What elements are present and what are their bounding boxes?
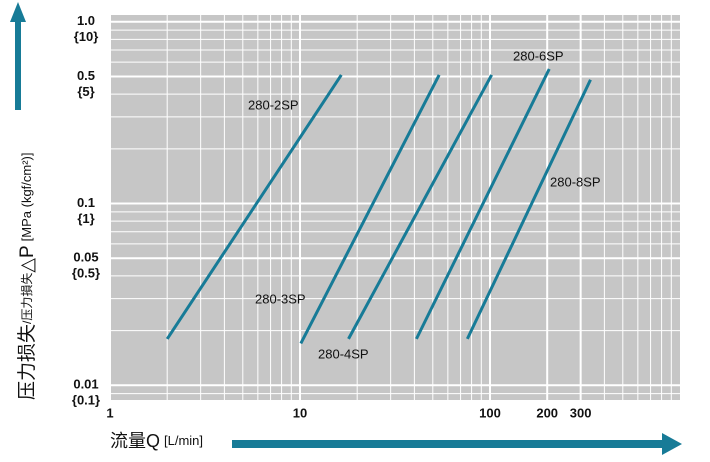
series-line — [415, 68, 551, 340]
y-tick-label-alt: {0.5} — [72, 266, 100, 281]
series-label: 280-6SP — [513, 48, 564, 63]
series-line — [299, 74, 441, 345]
x-label-unit: [L/min] — [164, 433, 203, 448]
series-label: 280-2SP — [248, 97, 299, 112]
y-label-small: /压力損失 — [19, 273, 34, 324]
y-tick-label-alt: {5} — [77, 84, 94, 99]
y-tick-label: 0.01 — [73, 377, 98, 392]
y-tick-label-alt: {1} — [77, 211, 94, 226]
x-tick-label: 1 — [106, 405, 113, 420]
y-tick-label: 0.1 — [77, 195, 95, 210]
y-label-main: 压力损失 — [16, 324, 38, 400]
y-tick-label: 0.05 — [73, 250, 98, 265]
y-label-unit: [MPa (kgf/cm²)] — [19, 153, 34, 242]
series-label: 280-3SP — [255, 291, 306, 306]
x-tick-label: 200 — [536, 405, 558, 420]
x-tick-label: 100 — [479, 405, 501, 420]
x-label-main: 流量Q — [110, 431, 160, 451]
series-line — [165, 74, 343, 340]
y-tick-label-alt: {10} — [74, 29, 99, 44]
series-label: 280-8SP — [550, 174, 601, 189]
series-line — [347, 74, 493, 340]
y-tick-label: 0.5 — [77, 68, 95, 83]
x-tick-label: 10 — [293, 405, 307, 420]
series-label: 280-4SP — [318, 346, 369, 361]
y-tick-label: 1.0 — [77, 13, 95, 28]
series-line — [466, 79, 592, 340]
x-axis-label: 流量Q [L/min] — [110, 431, 203, 451]
plot-area — [110, 15, 680, 400]
y-arrow — [10, 2, 26, 110]
y-label-symbol: △P — [17, 245, 38, 272]
x-tick-label: 300 — [570, 405, 592, 420]
y-tick-label-alt: {0.1} — [72, 393, 100, 408]
x-arrow — [232, 433, 682, 455]
y-axis-label: 压力损失/压力損失△P [MPa (kgf/cm²)] — [16, 153, 38, 401]
